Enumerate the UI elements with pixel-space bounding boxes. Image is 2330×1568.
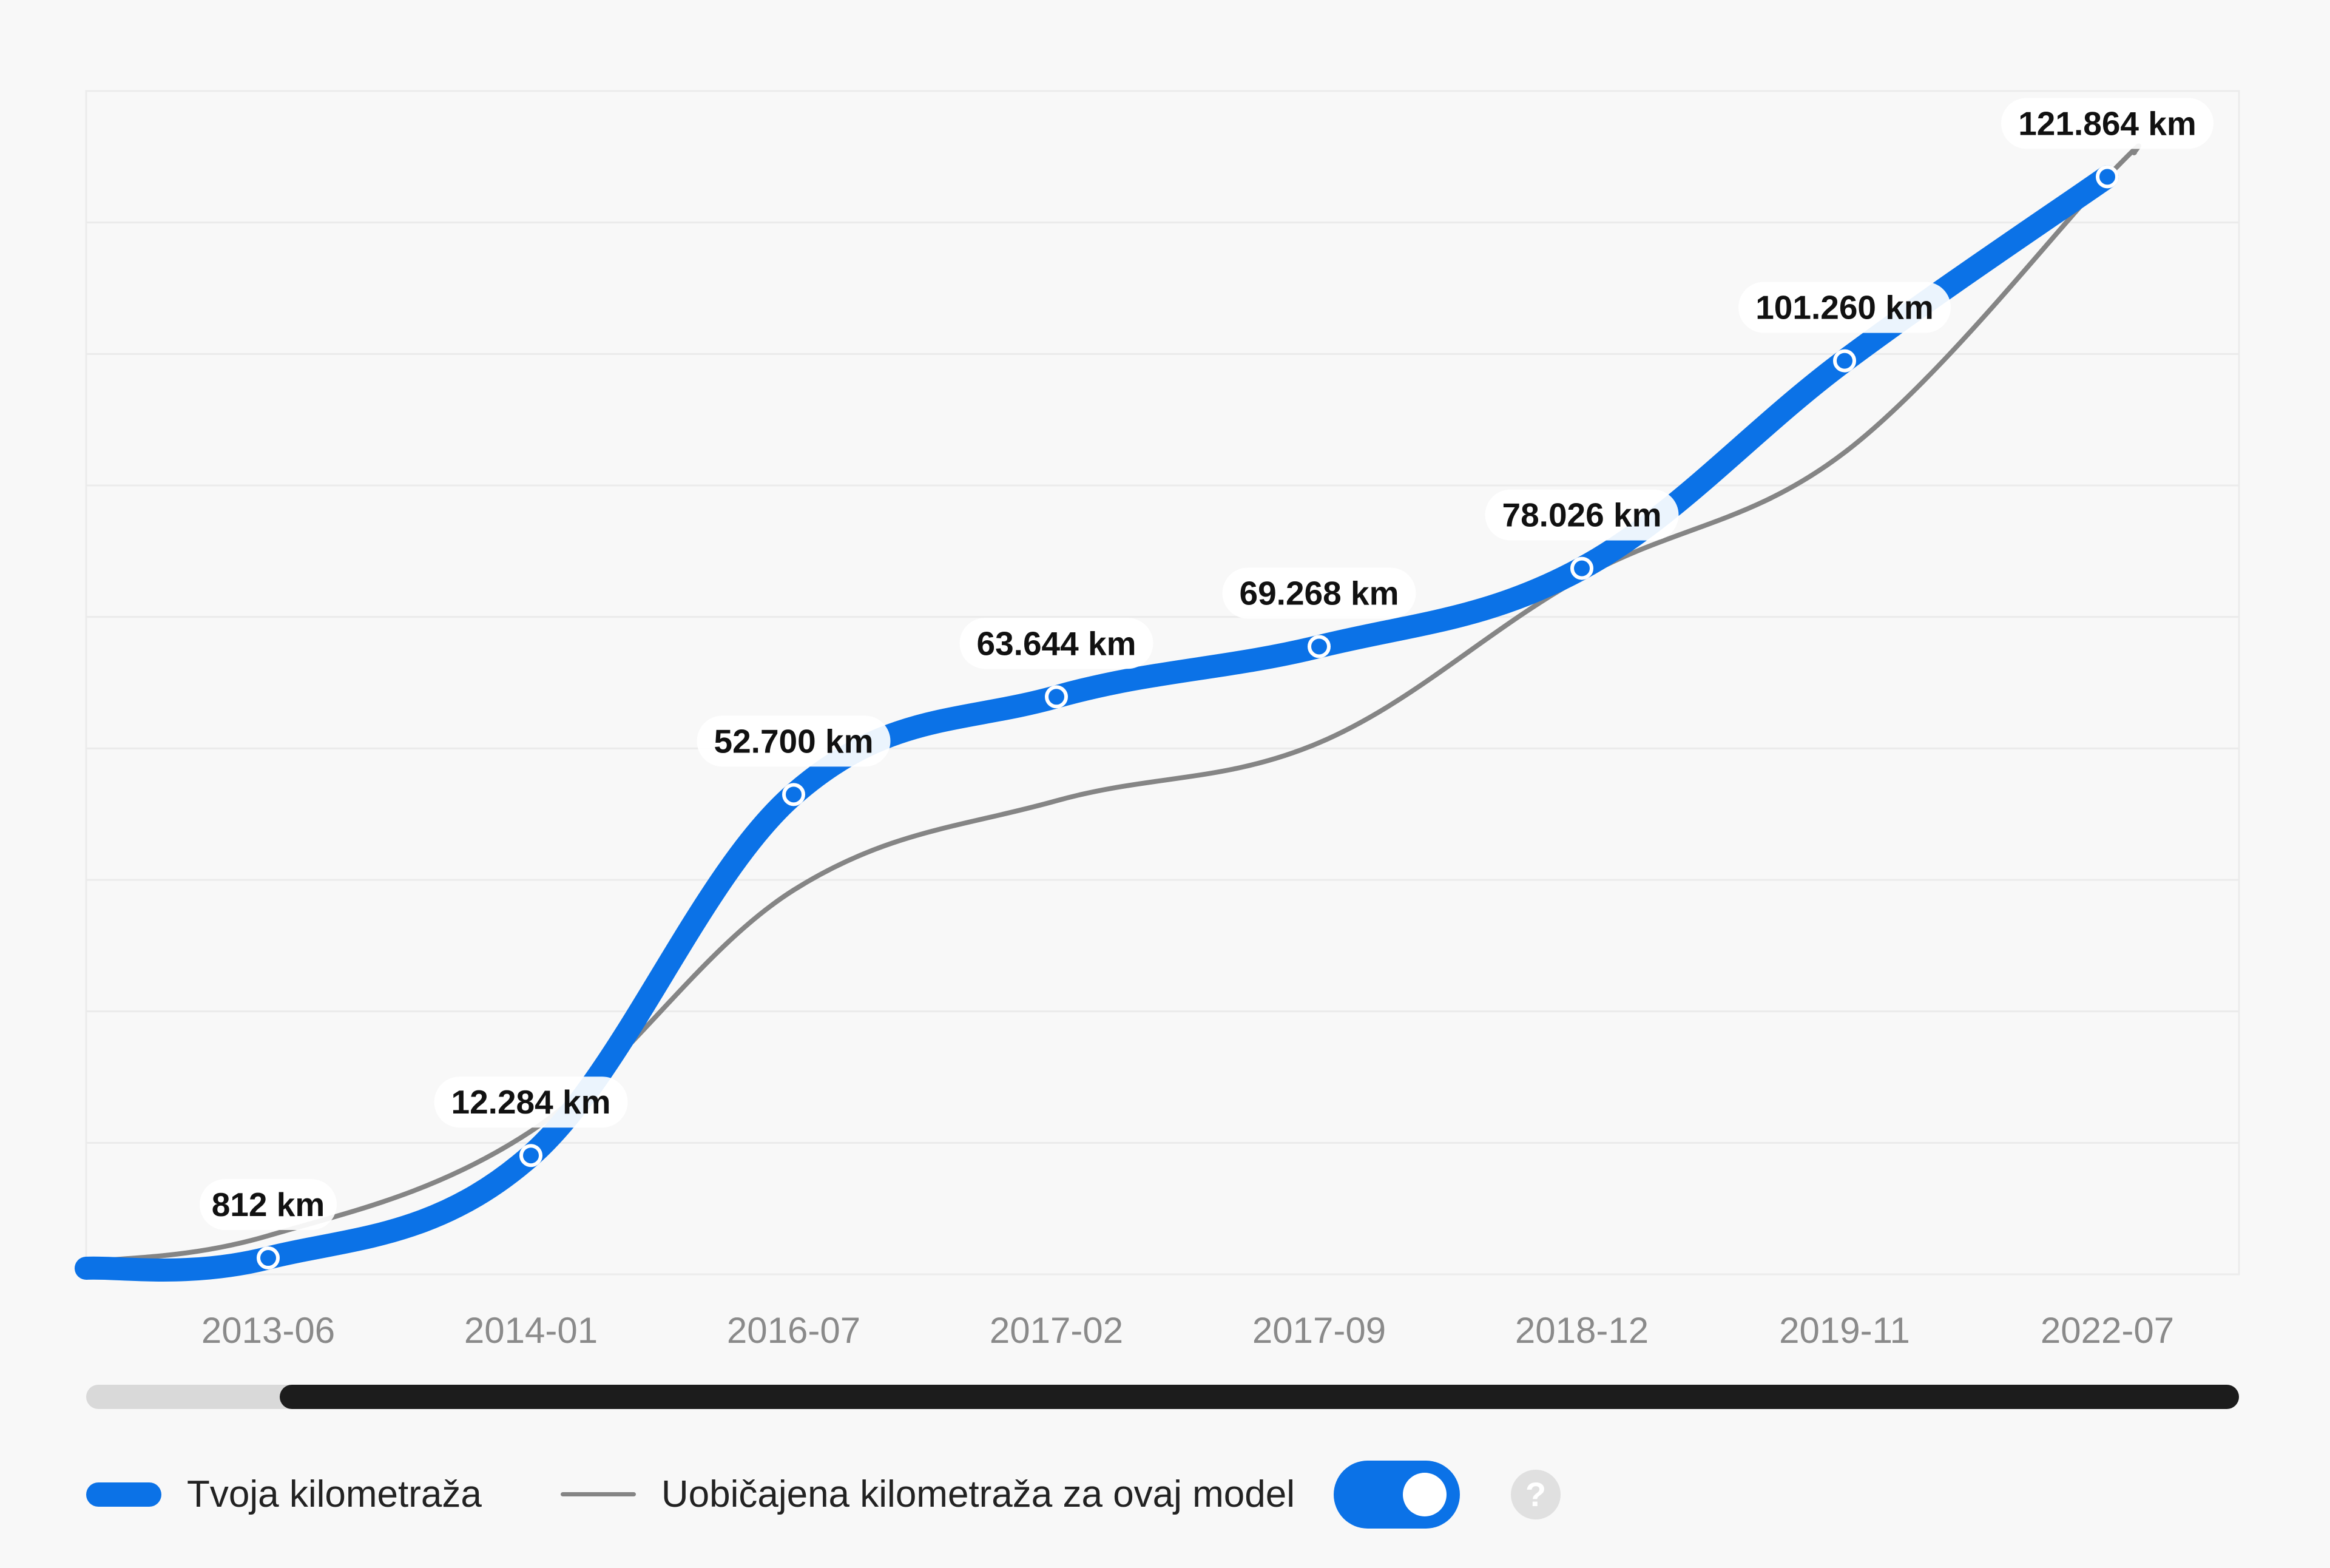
data-label: 101.260 km bbox=[1755, 289, 1934, 326]
scrollbar-thumb[interactable] bbox=[280, 1385, 2239, 1409]
data-label-background bbox=[200, 1179, 337, 1231]
chart-scrollbar[interactable] bbox=[86, 1385, 2239, 1409]
data-label: 812 km bbox=[212, 1186, 325, 1223]
data-label-background bbox=[959, 618, 1153, 669]
x-axis-ticks: 2013-06 2014-01 2016-07 2017-02 2017-09 2018-… bbox=[201, 1310, 2174, 1351]
x-tick-label: 2022-07 bbox=[2041, 1310, 2174, 1351]
own-mileage-swatch bbox=[86, 1482, 161, 1507]
data-label: 78.026 km bbox=[1502, 496, 1662, 534]
toggle-knob bbox=[1403, 1472, 1447, 1516]
x-tick-label: 2013-06 bbox=[201, 1310, 335, 1351]
data-label: 69.268 km bbox=[1240, 574, 1399, 612]
data-label: 121.864 km bbox=[2018, 104, 2197, 142]
typical-mileage-toggle[interactable] bbox=[1334, 1460, 1460, 1529]
data-label-background bbox=[1222, 567, 1416, 619]
typical-mileage-legend-label: Uobičajena kilometraža za ovaj model bbox=[661, 1473, 1295, 1515]
own-mileage-legend-label: Tvoja kilometraža bbox=[187, 1473, 482, 1515]
data-point[interactable] bbox=[1045, 685, 1068, 709]
data-point[interactable] bbox=[257, 1246, 280, 1270]
x-tick-label: 2018-12 bbox=[1515, 1310, 1649, 1351]
mileage-chart: 812 km 12.284 km 52.700 km 63.644 km 69.268 … bbox=[75, 90, 2240, 1351]
question-mark-icon[interactable]: ? bbox=[1511, 1469, 1561, 1519]
x-tick-label: 2016-07 bbox=[727, 1310, 860, 1351]
data-label-background bbox=[434, 1076, 628, 1128]
data-point[interactable] bbox=[1570, 556, 1593, 580]
data-point[interactable] bbox=[782, 783, 805, 806]
data-point[interactable] bbox=[1308, 635, 1331, 658]
data-point[interactable] bbox=[519, 1144, 542, 1168]
legend: Tvoja kilometraža Uobičajena kilometraža… bbox=[86, 1459, 1561, 1529]
data-label-background bbox=[1738, 282, 1951, 333]
data-point[interactable] bbox=[2096, 165, 2119, 189]
data-points: 812 km 12.284 km 52.700 km 63.644 km 69.268 … bbox=[200, 98, 2214, 1270]
x-tick-label: 2017-02 bbox=[990, 1310, 1123, 1351]
data-label: 52.700 km bbox=[714, 722, 874, 760]
data-label: 63.644 km bbox=[977, 624, 1136, 662]
data-point[interactable] bbox=[1833, 349, 1856, 373]
grid-lines bbox=[86, 221, 2239, 1144]
data-label-background bbox=[697, 715, 891, 767]
data-label-background bbox=[1485, 489, 1679, 541]
typical-mileage-line bbox=[84, 143, 2141, 1265]
x-tick-label: 2019-11 bbox=[1779, 1310, 1910, 1351]
data-label-background bbox=[2001, 98, 2214, 149]
x-tick-label: 2014-01 bbox=[464, 1310, 598, 1351]
typical-mileage-swatch bbox=[560, 1492, 636, 1496]
data-label: 12.284 km bbox=[451, 1083, 611, 1121]
x-tick-label: 2017-09 bbox=[1252, 1310, 1386, 1351]
